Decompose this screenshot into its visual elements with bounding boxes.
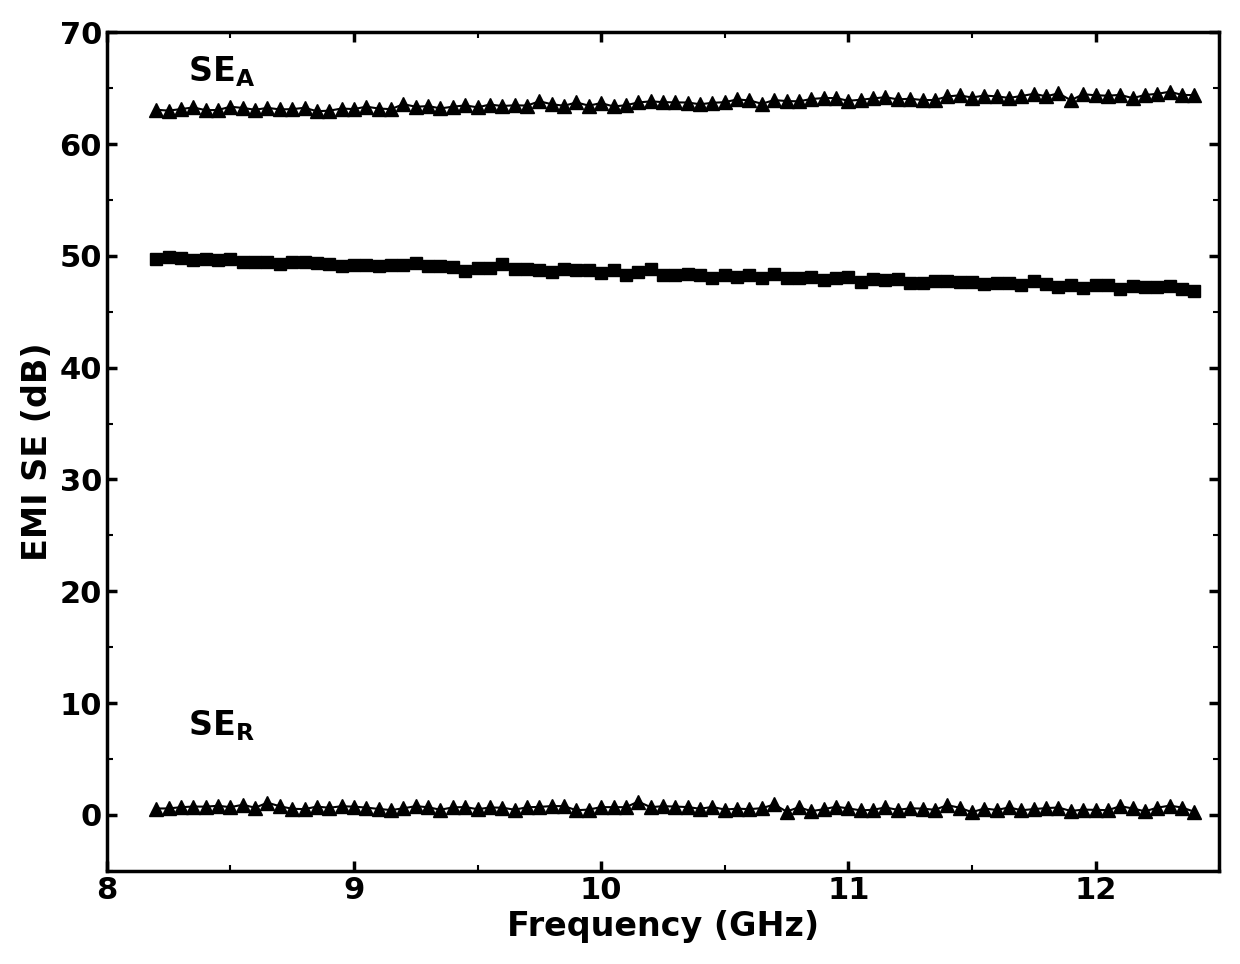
Text: $\mathbf{SE_R}$: $\mathbf{SE_R}$ [188, 709, 255, 743]
Text: $\mathbf{SE_A}$: $\mathbf{SE_A}$ [188, 55, 255, 90]
X-axis label: Frequency (GHz): Frequency (GHz) [507, 910, 820, 943]
Y-axis label: EMI SE (dB): EMI SE (dB) [21, 342, 53, 561]
